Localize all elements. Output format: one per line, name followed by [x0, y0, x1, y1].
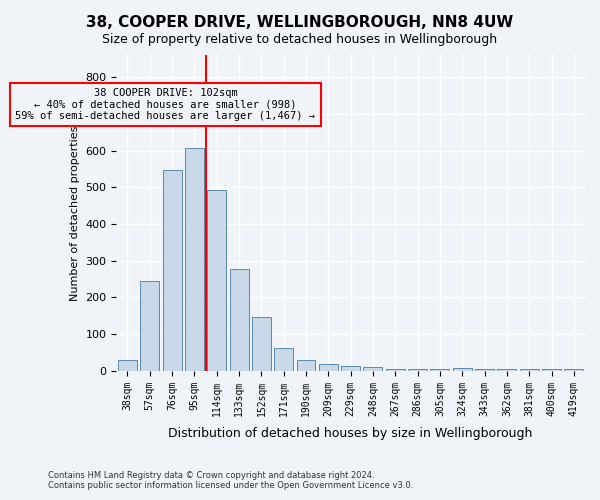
Bar — [386, 369, 405, 371]
Bar — [475, 369, 494, 371]
Bar — [274, 348, 293, 371]
Bar — [296, 360, 316, 371]
Text: 38, COOPER DRIVE, WELLINGBOROUGH, NN8 4UW: 38, COOPER DRIVE, WELLINGBOROUGH, NN8 4U… — [86, 15, 514, 30]
X-axis label: Distribution of detached houses by size in Wellingborough: Distribution of detached houses by size … — [169, 427, 533, 440]
Bar — [341, 366, 360, 371]
Bar — [118, 360, 137, 371]
Bar — [430, 369, 449, 371]
Y-axis label: Number of detached properties: Number of detached properties — [70, 126, 80, 300]
Bar — [497, 369, 517, 371]
Bar — [230, 269, 248, 371]
Bar — [565, 369, 583, 371]
Bar — [364, 366, 382, 371]
Bar — [520, 369, 539, 371]
Bar — [408, 369, 427, 371]
Bar — [453, 368, 472, 371]
Text: Contains HM Land Registry data © Crown copyright and database right 2024.
Contai: Contains HM Land Registry data © Crown c… — [48, 470, 413, 490]
Text: Size of property relative to detached houses in Wellingborough: Size of property relative to detached ho… — [103, 32, 497, 46]
Text: 38 COOPER DRIVE: 102sqm
← 40% of detached houses are smaller (998)
59% of semi-d: 38 COOPER DRIVE: 102sqm ← 40% of detache… — [16, 88, 316, 122]
Bar — [185, 148, 204, 371]
Bar — [207, 190, 226, 371]
Bar — [252, 316, 271, 371]
Bar — [319, 364, 338, 371]
Bar — [163, 170, 182, 371]
Bar — [542, 369, 561, 371]
Bar — [140, 281, 159, 371]
